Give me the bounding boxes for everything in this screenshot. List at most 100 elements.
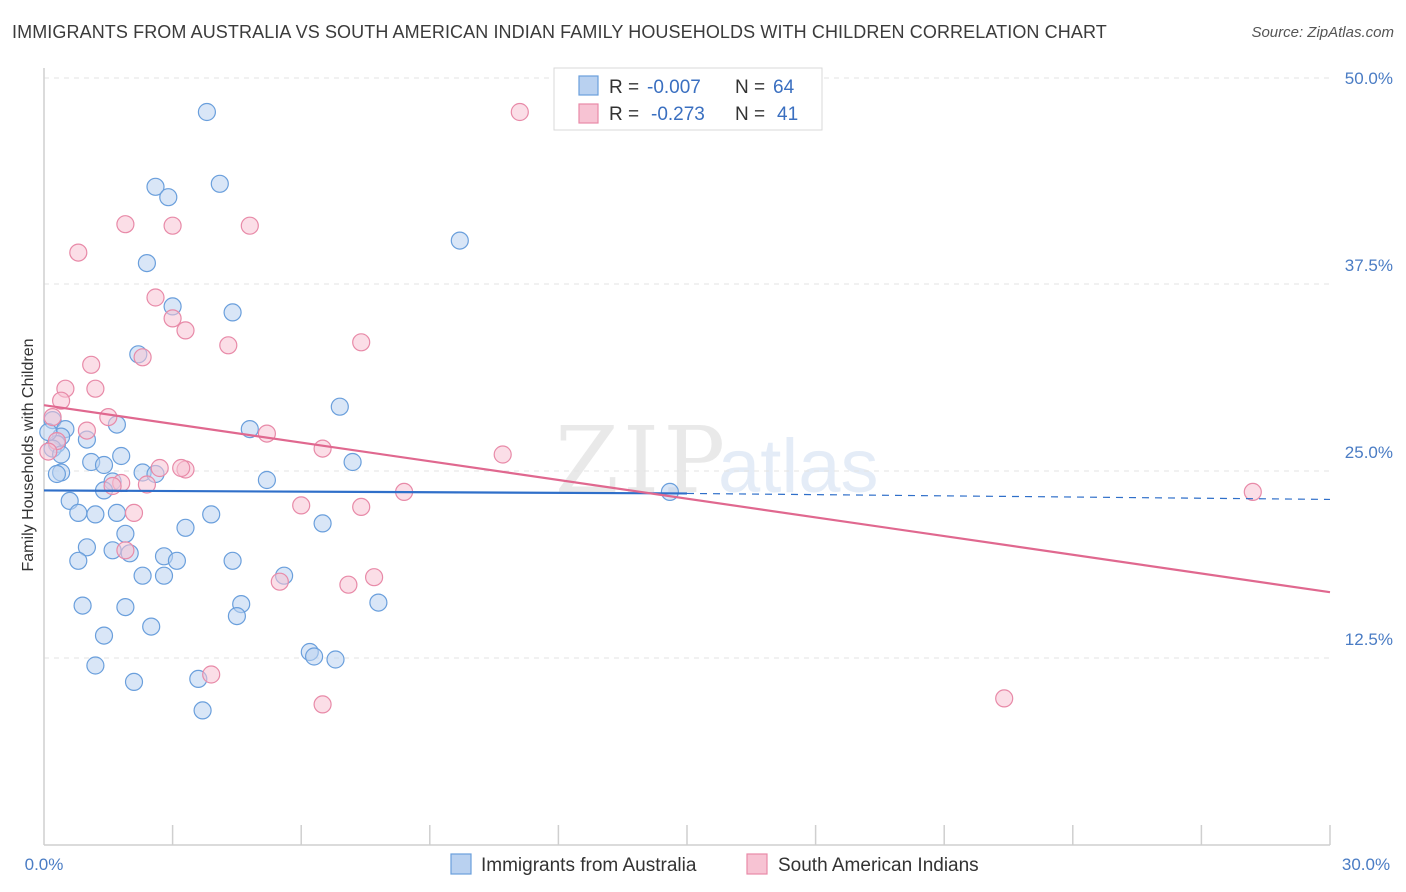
point-australia-43: [223, 551, 242, 570]
point-sai-3: [240, 216, 259, 235]
gridlines: [44, 77, 1330, 659]
point-australia-1: [146, 177, 165, 196]
point-sai-39: [1243, 482, 1262, 501]
point-australia-57: [326, 650, 345, 669]
point-australia-21: [94, 455, 114, 475]
point-sai-32: [116, 541, 135, 560]
data-points: [39, 102, 1262, 720]
point-australia-56: [305, 647, 324, 666]
point-australia-51: [116, 597, 135, 617]
point-australia-33: [107, 503, 127, 523]
point-sai-16: [99, 408, 118, 427]
stats-legend-n-value-1: 64: [773, 77, 795, 98]
point-australia-12: [240, 420, 259, 439]
stats-legend-r-label-2: R =: [609, 104, 639, 125]
point-australia-3: [159, 188, 178, 207]
point-sai-33: [270, 572, 289, 591]
chart-source: Source: ZipAtlas.com: [1251, 24, 1394, 41]
legend-swatch-sai: [746, 853, 768, 875]
point-australia-48: [369, 593, 388, 612]
trend-line-australia: [43, 489, 688, 495]
x-tick-label-max: 30.0%: [1342, 855, 1390, 874]
point-australia-61: [193, 701, 212, 720]
point-sai-5: [146, 288, 165, 307]
legend-label-australia: Immigrants from Australia: [481, 855, 697, 876]
point-sai-21: [313, 439, 332, 458]
point-australia-9: [330, 397, 349, 416]
point-sai-11: [82, 355, 101, 374]
point-australia-58: [86, 656, 105, 675]
point-australia-4: [450, 231, 469, 250]
y-tick-label-2: 37.5%: [1345, 256, 1393, 275]
stats-legend-r-label-1: R =: [609, 77, 639, 98]
stats-legend-n-value-2: 41: [777, 104, 798, 125]
point-sai-40: [172, 458, 191, 478]
point-sai-7: [176, 321, 195, 340]
point-sai-35: [365, 568, 384, 587]
point-australia-5: [137, 254, 156, 273]
point-sai-9: [352, 333, 371, 352]
point-sai-23: [150, 458, 169, 478]
point-australia-50: [73, 596, 92, 615]
y-tick-label-1: 25.0%: [1345, 443, 1393, 462]
legend-label-sai: South American Indians: [778, 855, 979, 876]
legend-swatch-australia: [450, 853, 472, 875]
stats-legend-swatch-sai: [578, 103, 599, 124]
point-australia-53: [142, 617, 161, 636]
point-australia-7: [223, 303, 242, 322]
stats-legend-n-label-2: N =: [735, 104, 765, 125]
point-sai-20: [39, 442, 58, 461]
point-sai-6: [163, 309, 182, 328]
x-axis-ticks: [171, 825, 1331, 845]
y-tick-label-3: 50.0%: [1345, 69, 1393, 88]
y-tick-label-0: 12.5%: [1345, 630, 1393, 649]
point-sai-31: [124, 503, 144, 523]
point-sai-10: [133, 348, 152, 367]
stats-legend-r-value-2: -0.273: [651, 104, 705, 125]
point-sai-29: [292, 496, 311, 515]
trend-line-australia-extension: [686, 492, 1331, 501]
x-tick-label-min: 0.0%: [25, 855, 64, 874]
point-sai-38: [995, 689, 1014, 708]
point-australia-42: [167, 551, 186, 570]
point-australia-27: [257, 470, 276, 490]
point-australia-24: [47, 464, 67, 484]
point-sai-4: [69, 243, 88, 262]
watermark: ZIP atlas: [555, 407, 879, 514]
y-axis-label: Family Households with Children: [20, 339, 37, 572]
point-sai-17: [77, 421, 97, 440]
point-sai-27: [103, 476, 122, 496]
point-australia-52: [227, 606, 246, 626]
point-australia-2: [210, 174, 229, 193]
point-australia-54: [94, 626, 114, 645]
point-sai-14: [51, 391, 71, 410]
point-sai-0: [510, 102, 529, 122]
point-australia-38: [77, 538, 97, 557]
point-australia-45: [133, 566, 152, 585]
point-australia-46: [154, 566, 174, 585]
stats-legend-n-label-1: N =: [735, 77, 765, 98]
point-sai-34: [339, 575, 358, 594]
point-sai-37: [313, 695, 332, 714]
point-australia-44: [69, 551, 88, 570]
point-sai-2: [163, 216, 182, 235]
y-tick-labels: 12.5% 25.0% 37.5% 50.0%: [1345, 69, 1393, 649]
point-australia-22: [343, 452, 362, 472]
point-australia-35: [313, 514, 332, 533]
stats-legend-box: [553, 67, 823, 131]
point-australia-19: [112, 446, 131, 466]
point-australia-34: [202, 505, 221, 524]
point-australia-0: [197, 102, 216, 122]
point-sai-12: [86, 379, 105, 398]
stats-legend-swatch-australia: [578, 75, 599, 96]
chart-title: IMMIGRANTS FROM AUSTRALIA VS SOUTH AMERI…: [12, 22, 1107, 42]
point-sai-26: [137, 475, 156, 494]
point-australia-31: [69, 503, 88, 523]
trend-line-sai: [43, 404, 1331, 594]
point-sai-1: [116, 215, 135, 234]
point-australia-37: [116, 524, 135, 543]
point-sai-36: [202, 665, 221, 684]
series-legend: Immigrants from Australia South American…: [450, 853, 979, 876]
stats-legend: R = -0.007 N = 64 R = -0.273 N = 41: [553, 67, 823, 131]
